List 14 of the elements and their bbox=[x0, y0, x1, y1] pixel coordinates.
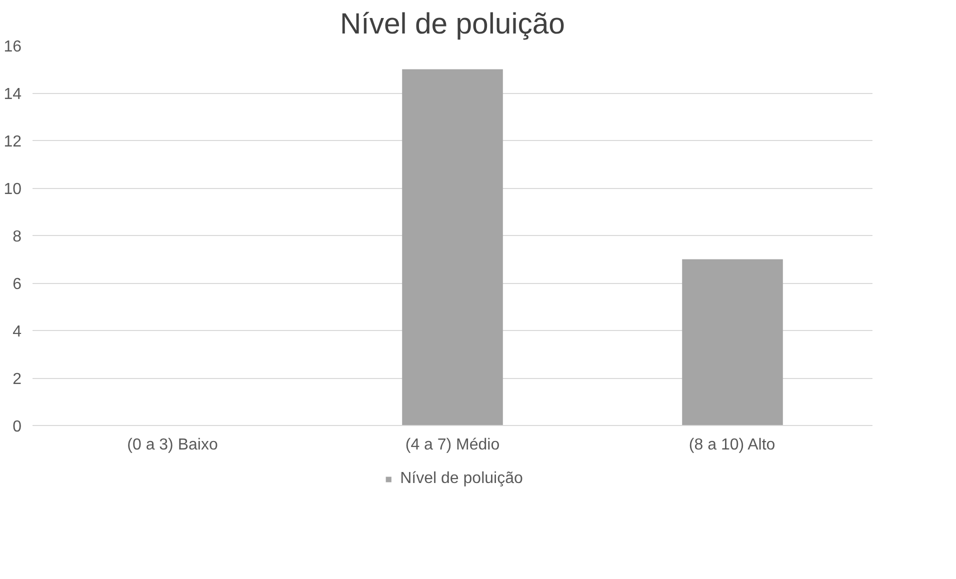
legend-label: Nível de poluição bbox=[400, 470, 523, 488]
x-tick-label: (0 a 3) Baixo bbox=[127, 436, 218, 454]
y-tick-label: 2 bbox=[12, 371, 22, 388]
y-tick-label: 4 bbox=[12, 324, 22, 340]
y-tick-label: 16 bbox=[4, 38, 22, 56]
y-tick-label: 14 bbox=[4, 86, 22, 103]
y-tick-label: 12 bbox=[4, 134, 22, 150]
y-tick-label: 10 bbox=[4, 181, 22, 198]
y-tick-label: 0 bbox=[12, 418, 22, 436]
x-tick-label: (8 a 10) Alto bbox=[688, 436, 776, 454]
chart-title: Nível de poluição bbox=[340, 8, 566, 40]
y-tick-label: 8 bbox=[12, 228, 22, 246]
y-tick-label: 6 bbox=[12, 276, 22, 293]
x-tick-label: (4 a 7) Médio bbox=[405, 436, 500, 454]
